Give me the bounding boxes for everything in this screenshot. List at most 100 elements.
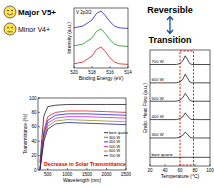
annotation: Decrease in Solar Transmittance — [44, 161, 126, 167]
smiley-eye — [11, 27, 13, 29]
series-line — [74, 11, 128, 28]
x-tick-label: 2000 — [101, 172, 112, 177]
x-tick — [47, 168, 48, 170]
x-tick-label: 80 — [192, 168, 198, 173]
x-tick — [195, 164, 196, 166]
plot-marks — [74, 11, 128, 64]
legend-swatch — [104, 137, 108, 138]
annotation: Minor V4+ — [18, 26, 50, 33]
x-tick — [106, 168, 107, 170]
legend-label: bare quartz — [109, 131, 128, 135]
legend-swatch — [104, 155, 108, 156]
plot-marks — [40, 104, 126, 170]
smiley-face — [4, 6, 16, 18]
y-tick-label: 80 — [31, 110, 37, 115]
x-tick-label: 20 — [147, 168, 153, 173]
y-tick — [38, 141, 40, 142]
series-label: 500 W — [152, 96, 164, 101]
series-line — [40, 122, 126, 170]
annotation: Reversible — [147, 5, 193, 15]
x-tick-label: 2500 — [121, 172, 132, 177]
chart-title: V 2p3/2 — [76, 10, 92, 15]
series-line — [150, 74, 210, 83]
smiley-eye — [7, 10, 9, 12]
chart: 5001000150020002500020406080100Wavelengt… — [22, 96, 132, 183]
y-tick — [38, 126, 40, 127]
graphical-abstract: Major V5+ Minor V4+ Reversible Transition 52… — [0, 0, 214, 189]
chart: 520 518 516 514Binding Energy (eV) Intensity… — [66, 8, 132, 81]
y-tick — [38, 112, 40, 113]
smiley-mouth — [8, 31, 13, 32]
legend-swatch — [104, 151, 108, 152]
legend-label: 700 W — [109, 154, 120, 158]
plot-marks — [150, 51, 210, 165]
x-tick-label: 100 — [206, 168, 214, 173]
x-tick — [92, 66, 93, 68]
series-line — [40, 111, 126, 169]
legend-label: 500 W — [109, 145, 120, 149]
chart: 20 40 60 80 100 Temperature (°C) Endo. Heat Fl… — [142, 50, 214, 179]
y-tick-label: 40 — [31, 139, 37, 144]
series-line — [40, 114, 126, 169]
smiley-eye — [11, 10, 13, 12]
x-tick — [210, 164, 211, 166]
y-tick-label: 0 — [34, 168, 37, 173]
legend-swatch — [104, 132, 108, 133]
smiley-mouth — [7, 14, 13, 16]
smiley-icon — [4, 6, 16, 18]
annotation: Transition — [148, 35, 191, 45]
smiley-face — [4, 23, 16, 35]
y-tick-label: 20 — [31, 153, 37, 158]
y-axis-label: Transmittance (%) — [22, 113, 28, 154]
x-tick-label: 500 — [44, 172, 52, 177]
x-tick — [128, 66, 129, 68]
legend-label: 400 W — [109, 140, 120, 144]
y-tick — [38, 155, 40, 156]
x-tick — [165, 164, 166, 166]
legend-swatch — [104, 141, 108, 142]
legend-swatch — [104, 146, 108, 147]
x-tick — [74, 66, 75, 68]
y-tick — [38, 98, 40, 99]
x-tick — [110, 66, 111, 68]
series-line — [40, 117, 126, 170]
smiley-icon — [4, 23, 16, 35]
series-label: 600 W — [152, 77, 164, 82]
plot-frame — [150, 50, 210, 166]
highlight-box — [180, 51, 194, 165]
x-tick-label: 516 — [106, 70, 114, 75]
x-tick — [67, 168, 68, 170]
series-line — [40, 120, 126, 170]
series-label: 300 W — [152, 132, 164, 137]
series-line — [150, 113, 210, 120]
x-tick — [150, 164, 151, 166]
x-tick — [86, 168, 87, 170]
y-axis-label: Intensity (a.u.) — [66, 22, 72, 54]
series-label: bare quartz — [152, 152, 173, 157]
series-line — [150, 157, 210, 158]
legend: bare quartz300 W400 W500 W600 W700 W — [104, 131, 128, 158]
x-axis-label: Binding Energy (eV) — [79, 75, 124, 81]
series-line — [150, 56, 210, 65]
x-tick-label: 60 — [177, 168, 183, 173]
x-tick-label: 518 — [88, 70, 96, 75]
legend-label: 600 W — [109, 149, 120, 153]
y-tick-label: 60 — [31, 124, 37, 129]
x-tick-label: 1000 — [62, 172, 73, 177]
x-tick-label: 1500 — [82, 172, 93, 177]
arrow — [167, 17, 173, 34]
x-tick-label: 514 — [124, 70, 132, 75]
legend-label: 300 W — [109, 136, 120, 140]
series-line — [150, 94, 210, 102]
smiley-eye — [7, 27, 9, 29]
series-line — [74, 29, 128, 46]
x-axis-label: Temperature (°C) — [161, 173, 200, 179]
x-tick-label: 520 — [70, 70, 78, 75]
x-axis-label: Wavelength (nm) — [63, 177, 101, 183]
series-line — [74, 47, 128, 64]
annotation: Major V5+ — [18, 8, 56, 17]
plot-frame — [74, 8, 128, 68]
series-label: 400 W — [152, 114, 164, 119]
x-tick-label: 40 — [162, 168, 168, 173]
y-axis-label: Endo. Heat Flow (a.u.) — [142, 83, 148, 133]
